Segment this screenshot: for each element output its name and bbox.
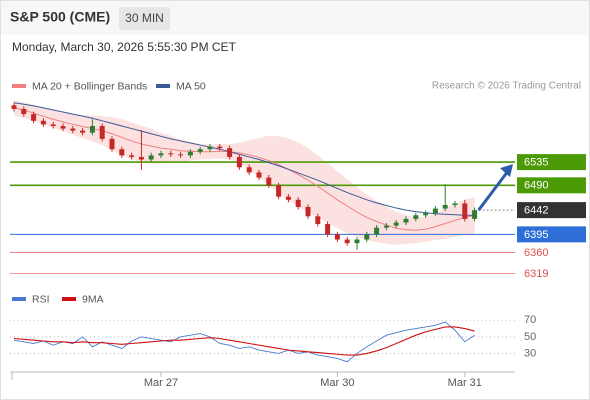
- level-label: 6319: [524, 268, 548, 280]
- level-box: [517, 154, 586, 171]
- y-tick-label: 50: [524, 331, 536, 343]
- candle-body: [334, 234, 340, 240]
- level-label: 6360: [524, 247, 548, 259]
- candle-body: [227, 148, 233, 157]
- candle-body: [21, 108, 27, 115]
- chart-title: S&P 500 (CME): [10, 9, 110, 25]
- credit: Research © 2026 Trading Central: [432, 81, 581, 92]
- candle-body: [305, 207, 311, 217]
- level-label: 6535: [524, 157, 548, 169]
- legend-swatch: [12, 84, 26, 88]
- candle-body: [197, 149, 203, 152]
- rsi-line: [13, 326, 475, 356]
- candle-body: [31, 114, 37, 121]
- legend-label: RSI: [32, 293, 50, 305]
- candle-body: [276, 185, 282, 197]
- candle-body: [452, 203, 458, 205]
- candle-body: [70, 128, 76, 131]
- candle-body: [364, 234, 370, 240]
- header-bar: [1, 1, 589, 35]
- level-label: 6395: [524, 229, 548, 241]
- candle-body: [344, 239, 350, 244]
- candle-body: [354, 239, 360, 244]
- candle-body: [315, 216, 321, 225]
- level-box: [517, 177, 586, 194]
- candle-body: [295, 199, 301, 208]
- candle-body: [99, 125, 105, 139]
- candle-body: [158, 153, 164, 156]
- candle-body: [60, 125, 66, 129]
- candle-body: [40, 120, 46, 125]
- candle-body: [11, 105, 17, 109]
- forecast-arrowhead: [500, 164, 513, 178]
- bollinger-layer: [14, 100, 475, 245]
- legend-swatch: [12, 297, 26, 301]
- plot: MA 20 + Bollinger Bands MA 50 6535 6490 6442…: [10, 80, 586, 389]
- candle-body: [374, 227, 380, 235]
- interval-badge: [119, 7, 170, 30]
- candle-body: [266, 177, 272, 186]
- candle-body: [119, 149, 125, 156]
- level-label: 6490: [524, 180, 548, 192]
- candle-body: [50, 124, 56, 126]
- legend-swatch: [156, 84, 170, 88]
- legend-label: MA 20 + Bollinger Bands: [32, 80, 147, 92]
- level-box: [517, 202, 586, 219]
- y-tick-label: 30: [524, 347, 536, 359]
- forecast-arrow: [477, 170, 510, 212]
- candle-body: [168, 153, 174, 155]
- candle-body: [256, 172, 262, 178]
- candle-body: [403, 218, 409, 223]
- candle-body: [423, 213, 429, 216]
- level-box: [517, 226, 586, 243]
- candle-body: [138, 156, 144, 160]
- candle-body: [148, 155, 154, 160]
- candle-body: [236, 156, 242, 168]
- subtitle: Monday, March 30, 2026 5:55:30 PM CET: [12, 40, 237, 54]
- candle-body: [472, 210, 478, 219]
- candle-body: [383, 225, 389, 228]
- candle-body: [442, 204, 448, 209]
- candle-body: [393, 222, 399, 226]
- x-tick-label: Mar 27: [144, 377, 178, 389]
- candle-body: [462, 203, 468, 219]
- bollinger-band: [14, 100, 475, 245]
- level-label: 6442: [524, 205, 548, 217]
- candle-body: [187, 151, 193, 156]
- candle-body: [80, 130, 86, 133]
- candle-body: [285, 196, 291, 200]
- candle-body: [109, 138, 115, 150]
- candle-body: [129, 155, 135, 157]
- x-tick-label: Mar 31: [448, 377, 482, 389]
- legend-swatch: [62, 297, 76, 301]
- y-tick-label: 70: [524, 314, 536, 326]
- candle-body: [89, 125, 95, 133]
- legend-label: MA 50: [176, 80, 206, 92]
- candle-body: [246, 167, 252, 173]
- interval: 30 MIN: [125, 11, 164, 25]
- x-tick-label: Mar 30: [320, 377, 354, 389]
- candle-body: [325, 224, 331, 235]
- candle-body: [207, 146, 213, 150]
- candle-body: [178, 154, 184, 156]
- rsi-line: [13, 321, 475, 363]
- legend-label: 9MA: [82, 293, 104, 305]
- candle-body: [432, 208, 438, 214]
- ma-line: [13, 102, 475, 216]
- candle-body: [413, 215, 419, 219]
- candle-body: [217, 146, 223, 149]
